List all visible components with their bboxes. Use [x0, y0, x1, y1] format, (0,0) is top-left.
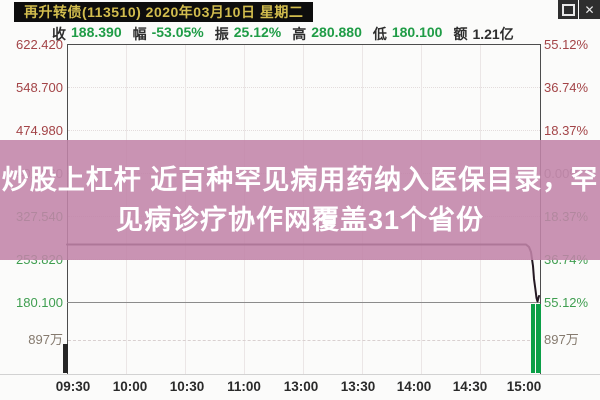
gridline: [68, 87, 540, 88]
x-axis-label: 10:30: [169, 379, 205, 394]
stat-label: 低: [372, 25, 387, 42]
x-axis-label: 10:00: [112, 379, 148, 394]
gridline: [68, 130, 540, 131]
stat-value: 1.21亿: [472, 25, 514, 42]
window-title-bar: 再升转债(113510) 2020年03月10日 星期二: [14, 2, 314, 22]
stat-label: 幅: [132, 25, 147, 42]
volume-bar: [536, 304, 541, 373]
volume-bar: [531, 304, 535, 373]
volume-mid-gridline: [68, 340, 540, 341]
stat-value: -53.05%: [151, 23, 204, 40]
stat-label: 收: [52, 25, 66, 42]
close-button[interactable]: ✕: [579, 0, 600, 19]
headline-line2: 见病诊疗协作网覆盖31个省份: [115, 205, 485, 235]
stat-close: 收 188.390: [52, 24, 122, 44]
y-axis-label-pct: 18.37%: [544, 123, 589, 138]
y-axis-label-pct: 36.74%: [544, 80, 589, 95]
x-axis-label: 13:30: [340, 379, 376, 394]
restore-button[interactable]: [558, 0, 578, 19]
pane-divider: [67, 302, 540, 303]
stat-value: 280.880: [311, 23, 362, 40]
y-axis-label-price: 548.700: [16, 80, 63, 95]
x-axis-label: 14:30: [452, 379, 488, 394]
y-axis-label-volume: 897万: [544, 332, 579, 347]
stat-value: 180.100: [391, 23, 443, 40]
stat-label: 高: [292, 25, 307, 42]
stat-label: 额: [453, 25, 468, 42]
x-axis-label: 13:00: [283, 379, 319, 394]
quote-stats-row: 收 188.390 幅 -53.05% 振 25.12% 高 280.880 低…: [52, 24, 525, 44]
restore-icon: [561, 3, 575, 16]
stat-low: 低 180.100: [373, 24, 443, 44]
stat-value: 188.390: [71, 23, 122, 40]
y-axis-label-price: 622.420: [16, 37, 63, 52]
window-title: 再升转债(113510) 2020年03月10日 星期二: [24, 4, 304, 20]
y-axis-label-pct: 55.12%: [544, 37, 589, 52]
x-axis-label: 11:00: [227, 379, 261, 394]
x-axis-label: 14:00: [396, 379, 432, 394]
y-axis-label-pct: 55.12%: [544, 295, 589, 310]
stat-high: 高 280.880: [292, 24, 362, 44]
close-icon: ✕: [584, 2, 595, 17]
y-axis-label-price: 180.100: [16, 295, 63, 310]
x-axis-label: 09:30: [55, 379, 91, 394]
plot-border-top: [67, 44, 540, 45]
headline-line1: 炒股上杠杆 近百种罕见病用药纳入医保目录，罕: [1, 165, 599, 195]
stat-value: 25.12%: [233, 23, 282, 40]
stat-label: 振: [214, 25, 229, 42]
stat-change: 幅 -53.05%: [133, 24, 204, 44]
stat-turnover: 额 1.21亿: [453, 24, 513, 44]
y-axis-label-volume: 897万: [28, 332, 63, 347]
y-axis-label-price: 474.980: [16, 123, 63, 138]
volume-bar: [63, 344, 68, 373]
stat-amplitude: 振 25.12%: [215, 24, 281, 44]
x-axis-label: 15:00: [506, 379, 542, 394]
headline-overlay: 炒股上杠杆 近百种罕见病用药纳入医保目录，罕 见病诊疗协作网覆盖31个省份: [0, 140, 600, 260]
time-axis-line: [0, 374, 600, 375]
